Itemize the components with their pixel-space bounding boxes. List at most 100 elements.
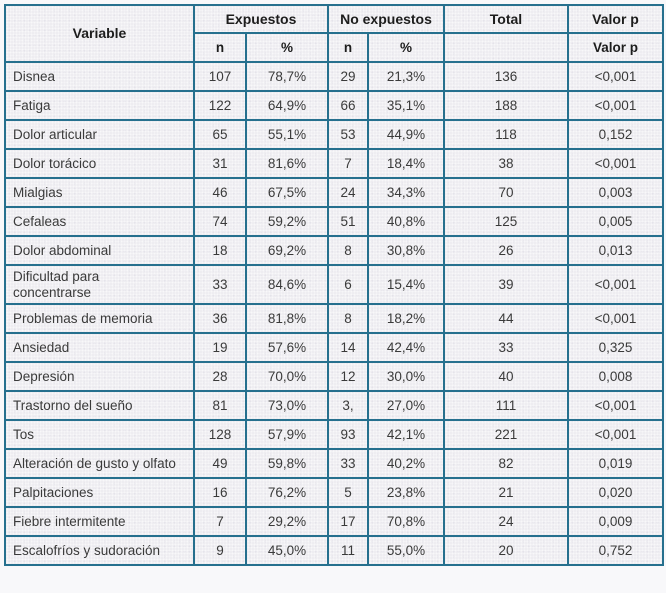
variable-cell: Problemas de memoria xyxy=(4,303,195,335)
expuestos-n-cell: 33 xyxy=(193,263,247,306)
variable-cell: Ansiedad xyxy=(4,332,195,364)
valor-p-cell: 0,752 xyxy=(567,535,664,567)
no-expuestos-pct-cell: 42,1% xyxy=(367,419,445,451)
expuestos-pct-cell: 67,5% xyxy=(245,177,329,208)
table-row: Tos 128 57,9% 93 42,1% 221 <0,001 xyxy=(4,419,664,451)
no-expuestos-n-cell: 29 xyxy=(327,61,369,92)
no-expuestos-n-cell: 5 xyxy=(327,477,369,509)
subheader-expuestos-n: n xyxy=(193,32,247,63)
expuestos-pct-cell: 59,8% xyxy=(245,448,329,480)
no-expuestos-n-cell: 8 xyxy=(327,235,369,266)
valor-p-cell: <0,001 xyxy=(567,303,664,335)
subheader-no-expuestos-n: n xyxy=(327,32,369,63)
total-cell: 82 xyxy=(443,448,569,480)
valor-p-cell: <0,001 xyxy=(567,90,664,121)
header-row-sub: n % n % Valor p xyxy=(5,32,664,63)
table-row: Alteración de gusto y olfato 49 59,8% 33 40,… xyxy=(4,448,664,480)
col-header-expuestos: Expuestos xyxy=(193,4,329,34)
valor-p-cell: <0,001 xyxy=(567,61,664,92)
table-row: Trastorno del sueño 81 73,0% 3, 27,0% 111 <0,0… xyxy=(4,390,664,422)
subheader-expuestos-pct: % xyxy=(245,32,329,63)
no-expuestos-n-cell: 24 xyxy=(327,177,369,208)
subheader-no-expuestos-pct: % xyxy=(367,32,445,63)
table-row: Disnea 107 78,7% 29 21,3% 136 <0,001 xyxy=(4,61,664,92)
valor-p-cell: 0,152 xyxy=(567,119,664,150)
no-expuestos-pct-cell: 34,3% xyxy=(367,177,445,208)
table-row: Depresión 28 70,0% 12 30,0% 40 0,008 xyxy=(4,361,664,393)
no-expuestos-n-cell: 11 xyxy=(327,535,369,567)
total-cell: 111 xyxy=(443,390,569,422)
table-row: Dolor articular 65 55,1% 53 44,9% 118 0,152 xyxy=(4,119,664,150)
no-expuestos-n-cell: 12 xyxy=(327,361,369,393)
expuestos-pct-cell: 64,9% xyxy=(245,90,329,121)
no-expuestos-pct-cell: 18,2% xyxy=(367,303,445,335)
no-expuestos-n-cell: 14 xyxy=(327,332,369,364)
no-expuestos-pct-cell: 30,8% xyxy=(367,235,445,266)
variable-cell: Fatiga xyxy=(4,90,195,121)
no-expuestos-n-cell: 53 xyxy=(327,119,369,150)
expuestos-n-cell: 128 xyxy=(193,419,247,451)
expuestos-n-cell: 122 xyxy=(193,90,247,121)
table-row: Escalofríos y sudoración 9 45,0% 11 55,0% 20 0… xyxy=(4,535,664,567)
table-body: Disnea 107 78,7% 29 21,3% 136 <0,001 Fatiga 122 6… xyxy=(4,61,664,567)
variable-cell: Mialgias xyxy=(4,177,195,208)
total-cell: 221 xyxy=(443,419,569,451)
expuestos-n-cell: 81 xyxy=(193,390,247,422)
no-expuestos-pct-cell: 44,9% xyxy=(367,119,445,150)
valor-p-cell: 0,005 xyxy=(567,206,664,237)
total-cell: 26 xyxy=(443,235,569,266)
expuestos-n-cell: 107 xyxy=(193,61,247,92)
variable-cell: Dificultad para concentrarse xyxy=(4,263,195,306)
expuestos-pct-cell: 59,2% xyxy=(245,206,329,237)
valor-p-cell: 0,020 xyxy=(567,477,664,509)
subheader-valor-p: Valor p xyxy=(567,32,664,63)
variable-cell: Tos xyxy=(4,419,195,451)
no-expuestos-n-cell: 33 xyxy=(327,448,369,480)
no-expuestos-n-cell: 8 xyxy=(327,303,369,335)
no-expuestos-n-cell: 17 xyxy=(327,506,369,538)
expuestos-pct-cell: 81,8% xyxy=(245,303,329,335)
col-header-total: Total xyxy=(443,4,569,34)
table-row: Dolor torácico 31 81,6% 7 18,4% 38 <0,001 xyxy=(4,148,664,179)
expuestos-pct-cell: 70,0% xyxy=(245,361,329,393)
valor-p-cell: <0,001 xyxy=(567,148,664,179)
variable-cell: Escalofríos y sudoración xyxy=(4,535,195,567)
expuestos-pct-cell: 76,2% xyxy=(245,477,329,509)
table-row: Problemas de memoria 36 81,8% 8 18,2% 44 <0,00… xyxy=(4,303,664,335)
variable-cell: Dolor torácico xyxy=(4,148,195,179)
expuestos-n-cell: 7 xyxy=(193,506,247,538)
no-expuestos-pct-cell: 35,1% xyxy=(367,90,445,121)
no-expuestos-n-cell: 7 xyxy=(327,148,369,179)
total-cell: 118 xyxy=(443,119,569,150)
valor-p-cell: 0,013 xyxy=(567,235,664,266)
total-cell: 188 xyxy=(443,90,569,121)
no-expuestos-n-cell: 3, xyxy=(327,390,369,422)
no-expuestos-pct-cell: 15,4% xyxy=(367,263,445,306)
expuestos-n-cell: 19 xyxy=(193,332,247,364)
table-row: Ansiedad 19 57,6% 14 42,4% 33 0,325 xyxy=(4,332,664,364)
expuestos-n-cell: 36 xyxy=(193,303,247,335)
expuestos-pct-cell: 84,6% xyxy=(245,263,329,306)
expuestos-pct-cell: 69,2% xyxy=(245,235,329,266)
valor-p-cell: 0,009 xyxy=(567,506,664,538)
total-cell: 21 xyxy=(443,477,569,509)
expuestos-pct-cell: 55,1% xyxy=(245,119,329,150)
no-expuestos-pct-cell: 40,2% xyxy=(367,448,445,480)
expuestos-pct-cell: 57,9% xyxy=(245,419,329,451)
total-cell: 39 xyxy=(443,263,569,306)
expuestos-pct-cell: 45,0% xyxy=(245,535,329,567)
valor-p-cell: 0,003 xyxy=(567,177,664,208)
variable-cell: Dolor articular xyxy=(4,119,195,150)
exposure-symptoms-table: Variable Expuestos No expuestos Total Va… xyxy=(4,4,664,567)
expuestos-n-cell: 65 xyxy=(193,119,247,150)
no-expuestos-pct-cell: 30,0% xyxy=(367,361,445,393)
no-expuestos-n-cell: 93 xyxy=(327,419,369,451)
no-expuestos-pct-cell: 18,4% xyxy=(367,148,445,179)
expuestos-pct-cell: 73,0% xyxy=(245,390,329,422)
expuestos-pct-cell: 81,6% xyxy=(245,148,329,179)
table-row: Fiebre intermitente 7 29,2% 17 70,8% 24 0,009 xyxy=(4,506,664,538)
total-cell: 33 xyxy=(443,332,569,364)
expuestos-n-cell: 9 xyxy=(193,535,247,567)
total-cell: 40 xyxy=(443,361,569,393)
total-cell: 125 xyxy=(443,206,569,237)
